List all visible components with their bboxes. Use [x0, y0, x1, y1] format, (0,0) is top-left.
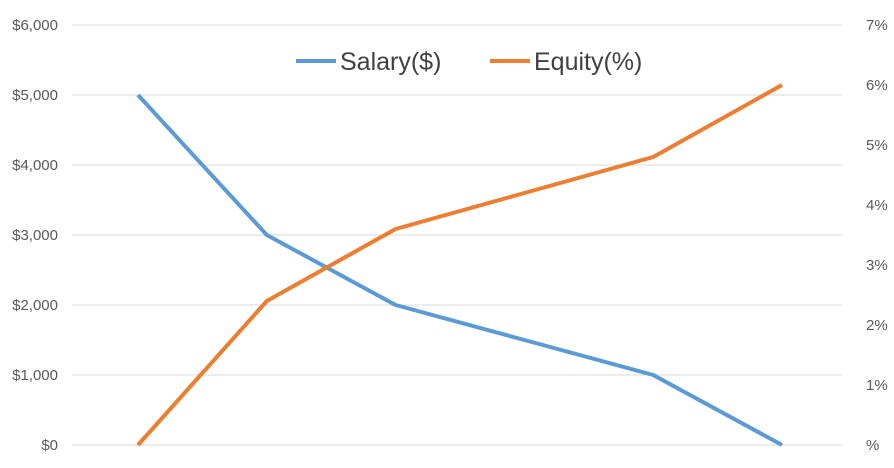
right-y-axis: % 1% 2% 3% 4% 5% 6% 7% — [866, 17, 888, 454]
legend: Salary($) Equity(%) — [296, 48, 642, 76]
left-tick-label: $3,000 — [12, 227, 58, 244]
right-tick-label: 1% — [866, 377, 888, 394]
right-tick-label: 2% — [866, 317, 888, 334]
left-tick-label: $4,000 — [12, 157, 58, 174]
left-tick-label: $0 — [41, 437, 58, 454]
series-line-equity — [136, 83, 783, 447]
right-tick-label: % — [866, 437, 879, 454]
legend-label-equity: Equity(%) — [534, 48, 642, 76]
left-tick-label: $6,000 — [12, 17, 58, 34]
legend-label-salary: Salary($) — [340, 48, 441, 76]
left-tick-label: $1,000 — [12, 367, 58, 384]
right-tick-label: 3% — [866, 257, 888, 274]
left-y-axis: $0 $1,000 $2,000 $3,000 $4,000 $5,000 $6,000 — [12, 17, 58, 454]
gridlines — [72, 24, 842, 446]
series-lines — [136, 83, 783, 447]
right-tick-label: 7% — [866, 17, 888, 34]
right-tick-label: 4% — [866, 197, 888, 214]
left-tick-label: $5,000 — [12, 87, 58, 104]
right-tick-label: 5% — [866, 137, 888, 154]
series-line-salary — [136, 93, 783, 447]
left-tick-label: $2,000 — [12, 297, 58, 314]
right-tick-label: 6% — [866, 77, 888, 94]
